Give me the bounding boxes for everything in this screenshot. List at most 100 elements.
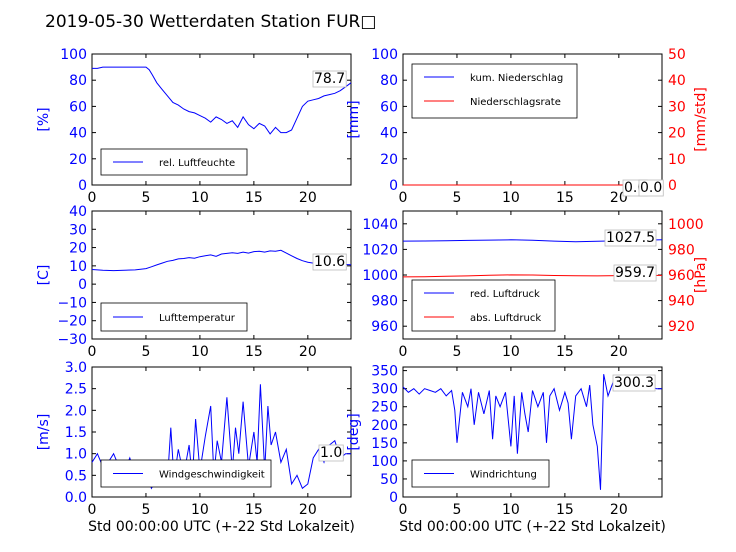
x-tick-label: 0 xyxy=(88,344,97,360)
y-axis-label: [m/s] xyxy=(36,414,52,451)
y-tick-label: −20 xyxy=(57,314,87,330)
legend: Lufttemperatur xyxy=(100,302,248,332)
legend-label: abs. Luftdruck xyxy=(470,313,541,324)
y-tick-label: 2.5 xyxy=(65,382,87,398)
y-tick-label: 20 xyxy=(69,152,87,168)
y-axis-label: [C] xyxy=(36,265,52,286)
legend-label: red. Luftdruck xyxy=(470,289,540,300)
legend: kum. Niederschlag Niederschlagsrate xyxy=(411,63,578,119)
y-tick-label: 200 xyxy=(371,418,398,434)
y-tick-label: 1.0 xyxy=(65,447,87,463)
series-line-1 xyxy=(92,66,352,135)
y-tick-label: 1040 xyxy=(362,217,398,233)
y-tick-label: 20 xyxy=(69,241,87,257)
x-tick-label: 5 xyxy=(452,344,461,360)
x-tick-label: 10 xyxy=(502,190,520,206)
panel-windspeed: 0 5 10 15 20 0.0 0.5 1.0 1.5 2.0 2.5 3.0 [m/s] Std 00… xyxy=(36,360,355,535)
y2-tick-label: 940 xyxy=(668,294,695,310)
last-value-label: 959.7 xyxy=(615,265,655,281)
y-axis-label: [deg] xyxy=(346,413,362,450)
panel-pressure: 0 5 10 15 20 960 980 1000 1020 1040 920 940 960 980 10… xyxy=(362,210,709,360)
legend: Windrichtung xyxy=(411,459,550,488)
y-tick-label: 0.5 xyxy=(65,468,87,484)
y2-tick-label: 20 xyxy=(668,126,686,142)
y-tick-label: 2.0 xyxy=(65,403,87,419)
y-axis-label: [mm] xyxy=(346,100,362,138)
y-tick-label: 980 xyxy=(371,294,398,310)
y2-tick-label: 40 xyxy=(668,73,686,89)
y-tick-label: 0 xyxy=(78,277,87,293)
x-tick-label: 15 xyxy=(245,190,263,206)
x-axis-label: Std 00:00:00 UTC (+-22 Std Lokalzeit) xyxy=(399,519,666,535)
y-tick-label: 10 xyxy=(69,259,87,275)
y-tick-label: −10 xyxy=(57,295,87,311)
x-tick-label: 5 xyxy=(141,344,150,360)
legend-box xyxy=(411,279,556,332)
x-tick-label: 10 xyxy=(502,344,520,360)
y-tick-label: 1.5 xyxy=(65,425,87,441)
x-tick-label: 20 xyxy=(299,190,317,206)
y2-tick-label: 0 xyxy=(668,178,677,194)
y-tick-label: 60 xyxy=(69,99,87,115)
y-tick-label: 50 xyxy=(380,472,398,488)
legend: red. Luftdruck abs. Luftdruck xyxy=(411,279,556,332)
y2-axis-label: [mm/std] xyxy=(693,87,709,152)
x-tick-label: 15 xyxy=(556,502,574,518)
axes-frame xyxy=(402,366,663,498)
x-tick-label: 5 xyxy=(452,502,461,518)
x-tick-label: 10 xyxy=(191,344,209,360)
y-tick-label: 1020 xyxy=(362,242,398,258)
y-tick-label: 60 xyxy=(380,99,398,115)
y-tick-label: 1000 xyxy=(362,268,398,284)
y2-tick-label: 1000 xyxy=(668,217,704,233)
y-tick-label: 100 xyxy=(371,47,398,63)
y-tick-label: 40 xyxy=(380,126,398,142)
y-tick-label: −30 xyxy=(57,332,87,348)
x-axis-label: Std 00:00:00 UTC (+-22 Std Lokalzeit) xyxy=(88,519,355,535)
axes-frame xyxy=(91,53,352,186)
y2-tick-label: 10 xyxy=(668,152,686,168)
last-value-label: 1.0 xyxy=(320,445,342,461)
x-tick-label: 15 xyxy=(245,344,263,360)
y-tick-label: 100 xyxy=(60,47,87,63)
legend-label: Niederschlagsrate xyxy=(470,97,561,108)
legend-label: Windgeschwindigkeit xyxy=(159,470,265,481)
legend-label: kum. Niederschlag xyxy=(470,73,563,84)
y-tick-label: 80 xyxy=(69,73,87,89)
x-tick-label: 0 xyxy=(399,190,408,206)
x-tick-label: 0 xyxy=(88,190,97,206)
legend-box xyxy=(411,63,578,119)
y-tick-label: 0.0 xyxy=(65,490,87,506)
last-value-box xyxy=(638,179,664,197)
last-value-label: 300.3 xyxy=(614,375,654,391)
y-tick-label: 0 xyxy=(389,490,398,506)
axes-frame xyxy=(91,210,352,340)
last-value-box xyxy=(613,264,657,282)
legend-label: Lufttemperatur xyxy=(159,313,236,324)
x-tick-label: 0 xyxy=(399,344,408,360)
last-value-box xyxy=(312,70,347,88)
y2-tick-label: 980 xyxy=(668,242,695,258)
series-line-1 xyxy=(91,249,352,272)
legend: rel. Luftfeuchte xyxy=(100,148,248,176)
x-tick-label: 10 xyxy=(191,502,209,518)
legend-label: rel. Luftfeuchte xyxy=(159,158,235,169)
y-tick-label: 40 xyxy=(69,126,87,142)
x-tick-label: 0 xyxy=(88,502,97,518)
last-value-label: 10.6 xyxy=(314,254,345,270)
y2-tick-label: 30 xyxy=(668,99,686,115)
last-value-box xyxy=(318,444,344,462)
panel-humidity: 0 5 10 15 20 0 20 40 60 80 100 [%] rel. Luftfeuchte 7… xyxy=(36,47,352,206)
y-tick-label: 30 xyxy=(69,222,87,238)
last-value-label: 78.7 xyxy=(314,71,345,87)
figure-title: 2019-05-30 Wetterdaten Station FUR□ xyxy=(45,12,376,32)
x-tick-label: 0 xyxy=(399,502,408,518)
y-tick-label: 150 xyxy=(371,436,398,452)
x-tick-label: 20 xyxy=(299,344,317,360)
y-tick-label: 960 xyxy=(371,319,398,335)
y2-axis-label: [hPa] xyxy=(693,257,709,293)
